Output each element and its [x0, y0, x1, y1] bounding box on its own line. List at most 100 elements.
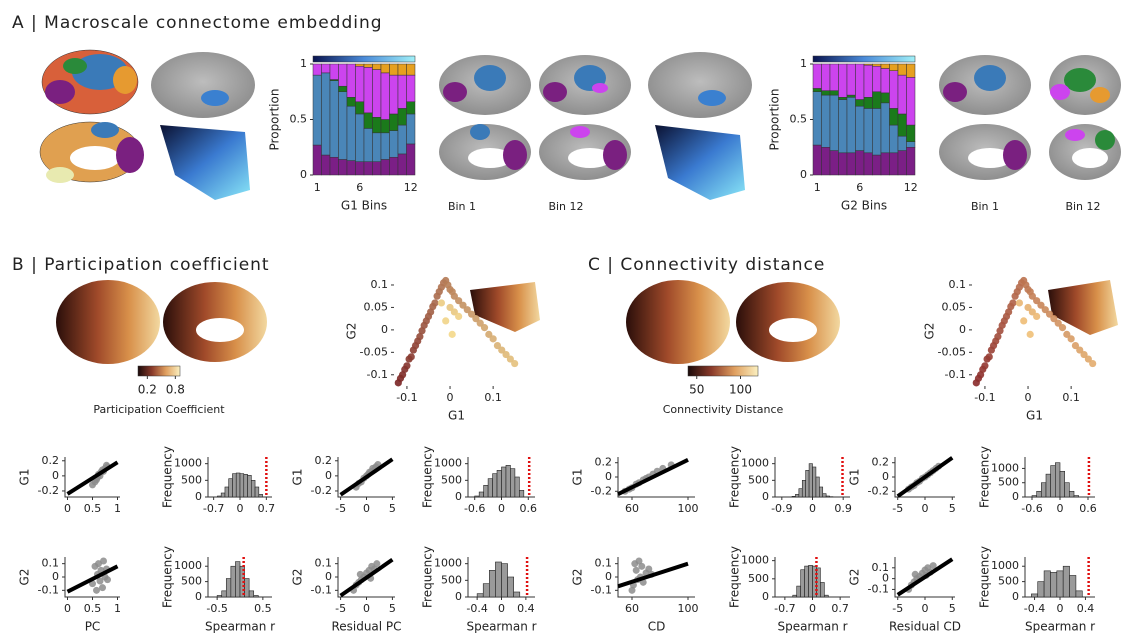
hist-bar	[822, 493, 827, 498]
bar-segment	[829, 150, 839, 176]
bar-segment	[863, 64, 873, 98]
x-axis-label: Spearman r	[777, 620, 847, 634]
bar-segment	[380, 132, 390, 160]
point	[502, 350, 510, 359]
bar-segment	[821, 90, 831, 96]
point	[1063, 330, 1071, 338]
point	[427, 308, 435, 316]
hist-bar	[1045, 473, 1051, 498]
bar-segment	[397, 153, 407, 176]
bar-segment	[363, 128, 373, 162]
point	[911, 570, 919, 578]
hist-bar	[243, 474, 248, 498]
bar-segment	[863, 108, 873, 154]
x-tick-label: -0.6	[1021, 502, 1042, 515]
hist-bar	[1050, 465, 1056, 498]
bar-segment	[846, 94, 856, 98]
point	[1045, 310, 1054, 318]
x-tick-label: 0.7	[258, 502, 276, 515]
bar-segment	[406, 143, 416, 176]
y-tick-label: 0.1	[42, 557, 60, 570]
annotation: Bin 12	[548, 200, 583, 213]
y-tick-label: 1000	[741, 554, 769, 567]
bar-segment	[846, 63, 856, 96]
panel-title: B | Participation coefficient	[12, 255, 270, 275]
y-axis-label: Frequency	[161, 446, 175, 508]
x-tick-label: 0	[447, 391, 454, 404]
bar-segment	[821, 147, 831, 176]
bar-segment	[906, 63, 916, 78]
point	[1076, 346, 1084, 354]
y-tick-label: -0.1	[945, 368, 966, 381]
point	[638, 562, 646, 570]
x-tick-label: 0	[64, 602, 71, 615]
point	[511, 359, 519, 368]
bar-segment	[846, 97, 856, 154]
y-tick-label: 1000	[741, 457, 769, 470]
y-tick-label: 0.2	[595, 456, 613, 469]
bar-segment	[889, 108, 899, 126]
bar-segment	[838, 99, 848, 154]
x-tick-label: -5	[892, 502, 903, 515]
y-tick-label: 0	[1012, 490, 1019, 503]
point	[104, 576, 111, 584]
y-tick-label: 0	[762, 490, 769, 503]
y-tick-label: 1000	[991, 559, 1019, 572]
y-tick-label: 1000	[174, 457, 202, 470]
hist-bar	[239, 473, 245, 498]
hist-bar	[254, 486, 260, 498]
hist-bar	[804, 565, 809, 598]
annotation: Bin 12	[1065, 200, 1100, 213]
hist-bar	[808, 463, 813, 498]
hist-bar	[221, 590, 227, 598]
point	[485, 330, 493, 338]
bar-segment	[889, 63, 899, 71]
bar-segment	[372, 161, 382, 176]
x-tick-label: 0.6	[520, 502, 538, 515]
point	[1009, 299, 1017, 307]
hist-bar	[217, 495, 222, 498]
y-axis-label: Frequency	[161, 546, 175, 608]
y-tick-label: 1000	[434, 457, 462, 470]
hist-bar	[1073, 495, 1079, 498]
x-tick-label: 60	[625, 502, 639, 515]
bar-segment	[872, 91, 882, 109]
hist-bar	[796, 585, 801, 598]
bar-segment	[389, 130, 399, 158]
bar-segment	[889, 152, 899, 176]
colorbar-title: Participation Coefficient	[93, 403, 225, 416]
x-tick-label: 0.5	[84, 502, 102, 515]
y-tick-label: 0.1	[595, 557, 613, 570]
hist-bar	[483, 485, 489, 498]
y-tick-label: 0.1	[872, 561, 890, 574]
point	[399, 371, 407, 379]
x-tick-label: 0	[922, 502, 929, 515]
y-tick-label: 0.1	[949, 278, 967, 291]
point	[431, 299, 439, 307]
hist-bar	[510, 468, 516, 498]
x-axis-label: Spearman r	[205, 620, 275, 634]
x-axis-label: G1	[1026, 409, 1043, 423]
hist-bar	[253, 595, 259, 598]
hist-bar	[1069, 575, 1077, 598]
y-axis-label: G1	[291, 469, 305, 486]
x-tick-label: 0.7	[831, 602, 849, 615]
point	[493, 341, 502, 350]
x-axis-label: Residual PC	[331, 620, 401, 634]
point	[1024, 303, 1032, 312]
fit-line	[896, 557, 954, 597]
bar-segment	[346, 97, 356, 107]
point	[645, 565, 653, 573]
point	[96, 577, 104, 585]
bar-segment	[363, 67, 373, 114]
bar-segment	[338, 85, 348, 92]
bar-segment	[872, 108, 882, 156]
axis-frame	[617, 557, 695, 598]
bar-segment	[829, 94, 839, 151]
hist-bar	[825, 495, 830, 498]
hist-bar	[501, 563, 508, 598]
bar-segment	[346, 160, 356, 176]
hist-bar	[815, 476, 820, 498]
y-tick-label: 0.1	[315, 557, 333, 570]
